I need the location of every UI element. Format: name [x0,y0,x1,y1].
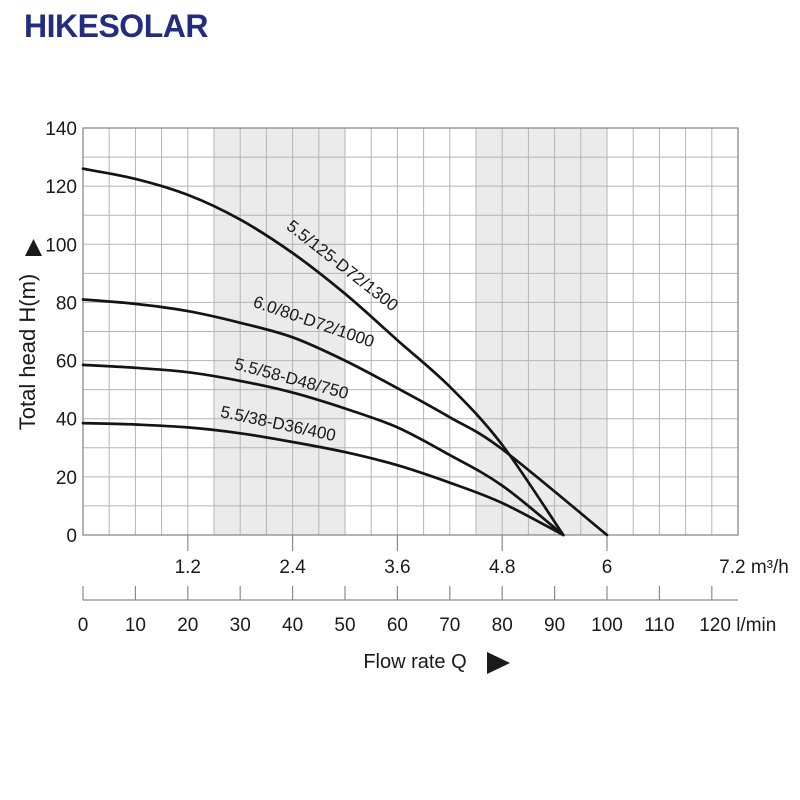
y-tick-label: 40 [56,410,77,431]
lmin-tick-label: 20 [177,615,198,636]
plot-border [82,127,739,536]
x-tick-label: 3.6 [384,557,410,578]
lmin-tick-label: 120 l/min [699,615,776,636]
y-axis-title: Total head H(m) [15,274,40,431]
y-tick-label: 20 [56,468,77,489]
lmin-tick-label: 100 [591,615,623,636]
y-axis: 0 20 40 60 80 100 120 140 [45,119,77,547]
lmin-tick-label: 10 [125,615,146,636]
lmin-tick-label: 30 [230,615,251,636]
pump-curve [81,167,565,537]
x-tick-label: 6 [602,557,613,578]
y-tick-label: 60 [56,352,77,373]
pump-curves [81,167,609,537]
x-tick-label: 2.4 [279,557,306,578]
x-axis-m3h: 1.2 2.4 3.6 4.8 6 7.2 m³/h [175,535,789,578]
y-tick-label: 140 [45,119,77,140]
y-tick-label: 100 [45,235,77,256]
y-tick-label: 120 [45,177,77,198]
x-axis-title: Flow rate Q [363,651,466,673]
pump-curve [81,421,565,537]
y-axis-arrow-icon [25,239,42,256]
lmin-tick-label: 50 [334,615,355,636]
y-axis-title-group: Total head H(m) [15,239,42,430]
lmin-tick-label: 0 [78,615,89,636]
x-axis-title-group: Flow rate Q [363,651,510,674]
pump-curve [81,298,609,537]
lmin-tick-label: 60 [387,615,408,636]
x-axis-unit-label: 7.2 m³/h [719,557,789,578]
grid [83,128,738,535]
lmin-tick-label: 80 [492,615,513,636]
pump-curve [81,363,565,537]
y-tick-label: 80 [56,293,77,314]
lmin-ruler: 0 10 20 30 40 50 60 70 80 90 100 110 120 l/min [78,586,776,636]
lmin-tick-label: 70 [439,615,460,636]
lmin-tick-label: 40 [282,615,303,636]
lmin-tick-label: 110 [644,615,674,636]
x-tick-label: 4.8 [489,557,515,578]
y-tick-label: 0 [66,526,77,547]
brand-logo: HIKESOLAR [24,8,208,44]
lmin-tick-label: 90 [544,615,565,636]
x-axis-arrow-icon [487,652,510,674]
x-tick-label: 1.2 [175,557,201,578]
